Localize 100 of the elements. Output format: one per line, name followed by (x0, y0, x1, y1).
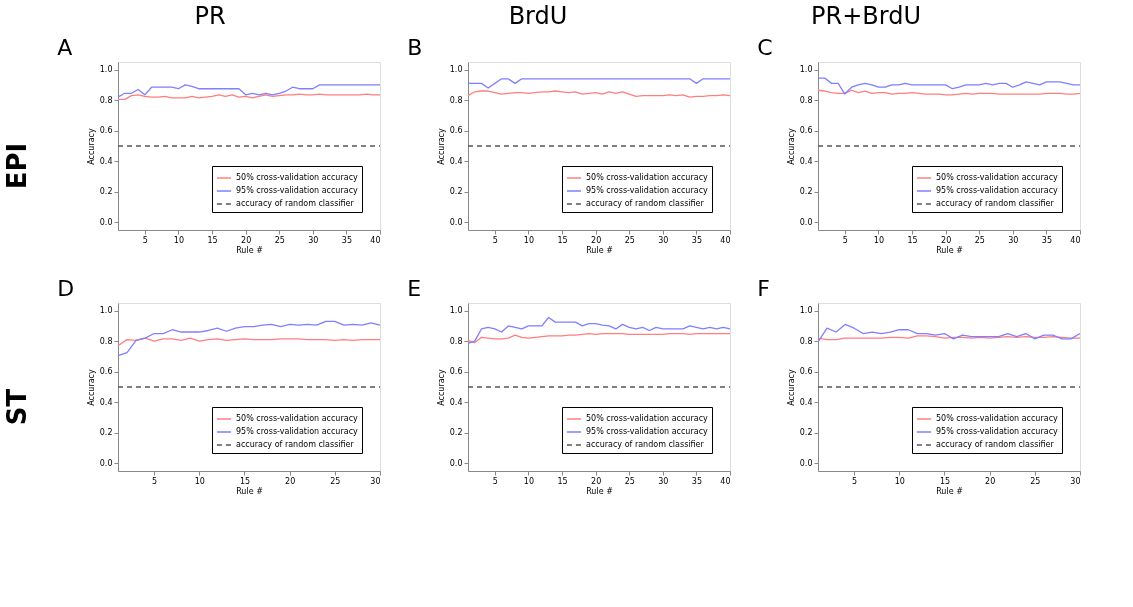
legend-label: 95% cross-validation accuracy (936, 427, 1059, 436)
chart-title: A (57, 35, 73, 60)
legend-label: 50% cross-validation accuracy (936, 173, 1059, 182)
y-tick-label: 0.8 (99, 95, 113, 105)
x-axis-title: Rule # (236, 245, 264, 255)
line-series (117, 84, 381, 98)
x-tick-label: 5 (492, 476, 498, 486)
y-tick-label: 1.0 (449, 306, 463, 316)
x-tick-label: 20 (941, 235, 952, 245)
legend-label: 50% cross-validation accuracy (236, 173, 359, 182)
text: BrdU (508, 2, 568, 30)
x-tick-label: 30 (658, 476, 669, 486)
legend-label: accuracy of random classifier (236, 440, 355, 449)
x-tick-label: 30 (308, 235, 319, 245)
y-tick-label: 0.2 (449, 428, 463, 438)
line-series (117, 337, 381, 347)
y-tick-label: 1.0 (99, 306, 113, 316)
line-series (817, 77, 1081, 95)
x-tick-label: 15 (557, 235, 568, 245)
legend-label: accuracy of random classifier (586, 199, 705, 208)
y-axis-title: Accuracy (86, 368, 96, 406)
x-tick-label: 30 (658, 235, 669, 245)
y-tick-label: 1.0 (799, 65, 813, 75)
x-tick-label: 5 (852, 476, 858, 486)
x-tick-label: 20 (591, 235, 602, 245)
legend-label: accuracy of random classifier (936, 199, 1055, 208)
line-series (467, 316, 731, 345)
x-tick-label: 15 (907, 235, 918, 245)
y-tick-label: 0.8 (99, 336, 113, 346)
x-axis-title: Rule # (586, 245, 614, 255)
y-tick-label: 0.6 (99, 367, 113, 377)
y-tick-label: 0.6 (99, 126, 113, 136)
x-tick-label: 10 (523, 235, 535, 245)
line-series (467, 90, 731, 98)
x-tick-label: 20 (591, 476, 602, 486)
y-tick-label: 0.6 (449, 126, 463, 136)
x-tick-label: 20 (285, 476, 296, 486)
y-axis-title: Accuracy (86, 127, 96, 165)
y-axis-title: Accuracy (786, 127, 796, 165)
x-tick-label: 40 (370, 235, 381, 245)
y-tick-label: 0.8 (449, 336, 463, 346)
x-tick-label: 5 (492, 235, 498, 245)
legend-label: 95% cross-validation accuracy (236, 186, 359, 195)
x-tick-label: 10 (523, 476, 535, 486)
chart-title: F (757, 276, 770, 301)
x-tick-label: 35 (691, 476, 702, 486)
y-tick-label: 0.2 (799, 187, 813, 197)
chart-title: E (407, 276, 422, 301)
x-tick-label: 15 (207, 235, 218, 245)
x-tick-label: 10 (173, 235, 185, 245)
chart-title: D (57, 276, 75, 301)
x-tick-label: 40 (720, 476, 731, 486)
legend-label: 95% cross-validation accuracy (236, 427, 359, 436)
x-tick-label: 10 (894, 476, 905, 486)
legend-label: 50% cross-validation accuracy (936, 414, 1059, 423)
legend-label: 95% cross-validation accuracy (586, 427, 709, 436)
y-tick-label: 0.4 (99, 397, 113, 407)
x-tick-label: 25 (330, 476, 341, 486)
chart-title: C (757, 35, 773, 60)
y-tick-label: 0.6 (799, 126, 813, 136)
y-tick-label: 0.0 (449, 458, 463, 468)
x-axis-title: Rule # (586, 486, 614, 496)
x-tick-label: 25 (274, 235, 285, 245)
x-tick-label: 15 (557, 476, 568, 486)
text: ST (2, 388, 32, 426)
legend-label: 50% cross-validation accuracy (236, 414, 359, 423)
x-tick-label: 15 (239, 476, 251, 486)
x-axis-title: Rule # (236, 486, 264, 496)
legend-label: 50% cross-validation accuracy (586, 414, 709, 423)
chart-title: B (407, 35, 423, 60)
text: PR (194, 2, 226, 30)
y-axis-title: Accuracy (436, 127, 446, 165)
y-tick-label: 0.4 (449, 156, 463, 166)
x-tick-label: 10 (873, 235, 885, 245)
x-tick-label: 25 (1030, 476, 1041, 486)
x-tick-label: 35 (341, 235, 352, 245)
y-tick-label: 0.0 (99, 458, 113, 468)
x-tick-label: 35 (1041, 235, 1052, 245)
y-tick-label: 0.0 (99, 217, 113, 227)
y-tick-label: 0.4 (799, 156, 813, 166)
legend-label: accuracy of random classifier (936, 440, 1055, 449)
y-axis-title: Accuracy (436, 368, 446, 406)
x-axis-title: Rule # (936, 486, 964, 496)
line-series (117, 320, 381, 357)
y-tick-label: 0.4 (449, 397, 463, 407)
y-tick-label: 0.8 (799, 336, 813, 346)
text: PR+BrdU (811, 2, 921, 30)
x-tick-label: 40 (720, 235, 731, 245)
y-tick-label: 0.0 (449, 217, 463, 227)
x-tick-label: 40 (1070, 235, 1081, 245)
y-tick-label: 0.2 (799, 428, 813, 438)
y-tick-label: 0.6 (449, 367, 463, 377)
x-tick-label: 25 (974, 235, 985, 245)
y-tick-label: 0.4 (799, 397, 813, 407)
y-tick-label: 1.0 (799, 306, 813, 316)
legend-label: 50% cross-validation accuracy (586, 173, 709, 182)
y-tick-label: 0.0 (799, 217, 813, 227)
x-tick-label: 5 (842, 235, 848, 245)
x-tick-label: 25 (624, 235, 635, 245)
x-tick-label: 25 (624, 476, 635, 486)
